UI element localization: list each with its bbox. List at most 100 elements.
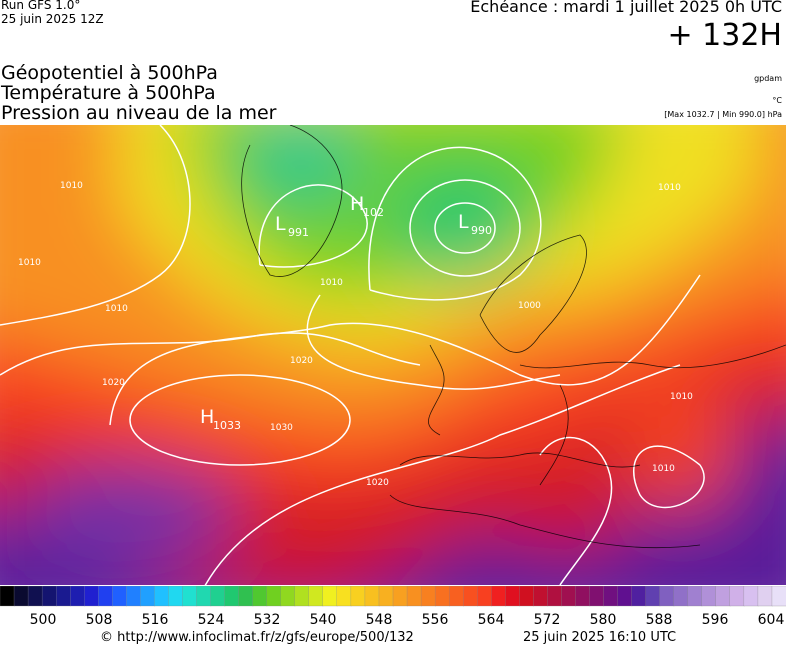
color-swatch <box>378 586 394 607</box>
color-swatch <box>673 586 689 607</box>
isobar-label: 1010 <box>320 278 343 288</box>
color-scale: 500 508 516 524 532 540 548 556 564 572 580 588 596 6… <box>0 586 786 628</box>
color-swatch <box>519 586 535 607</box>
color-swatch <box>55 586 71 607</box>
scale-tick-label: 596 <box>702 612 729 628</box>
color-swatch <box>477 586 492 607</box>
color-swatch <box>547 586 563 607</box>
pressure-center-letter: L <box>458 211 469 233</box>
color-swatch <box>308 586 324 607</box>
color-swatch <box>252 586 268 607</box>
color-swatch <box>448 586 464 607</box>
scale-tick-label: 564 <box>478 612 505 628</box>
color-swatch <box>603 586 619 607</box>
color-swatch <box>533 586 549 607</box>
scale-tick-label: 516 <box>142 612 169 628</box>
color-swatch <box>266 586 282 607</box>
color-swatch <box>168 586 184 607</box>
color-swatch <box>0 586 15 607</box>
source-url: © http://www.infoclimat.fr/z/gfs/europe/… <box>100 630 414 645</box>
title: Température à 500hPa <box>1 82 216 104</box>
color-swatch <box>505 586 520 607</box>
run: Run GFS 1.0° <box>1 0 81 12</box>
color-swatch <box>294 586 310 607</box>
isobar-label: 1020 <box>366 478 389 488</box>
isobar-label: 1020 <box>102 378 125 388</box>
scale-tick-label: 532 <box>254 612 281 628</box>
scale-tick-label: 500 <box>30 612 57 628</box>
color-swatch <box>322 586 338 607</box>
pressure-center-letter: L <box>275 213 286 235</box>
isobar-label: 1030 <box>270 423 293 433</box>
pressure-center-value: 991 <box>288 226 309 239</box>
color-swatch <box>757 586 773 607</box>
run-date: 25 juin 2025 12Z <box>1 12 104 26</box>
isobar-label: 1000 <box>518 301 541 311</box>
color-swatch <box>406 586 422 607</box>
color-swatch <box>392 586 408 607</box>
color-swatch <box>98 586 113 607</box>
isobar-label: 1010 <box>105 304 128 314</box>
color-swatch <box>350 586 366 607</box>
color-swatch <box>126 586 142 607</box>
color-swatch <box>701 586 717 607</box>
color-swatch <box>617 586 633 607</box>
color-swatch <box>182 586 198 607</box>
isobar-label: 1010 <box>670 392 693 402</box>
scale-tick-label: 556 <box>422 612 449 628</box>
title: Géopotentiel à 500hPa <box>1 62 218 84</box>
color-swatch <box>70 586 85 607</box>
scale-tick-label: 508 <box>86 612 113 628</box>
color-swatch <box>224 586 240 607</box>
isobar-label: 1010 <box>60 181 83 191</box>
color-swatch <box>196 586 212 607</box>
unit: gpdam <box>754 74 782 83</box>
color-swatch <box>645 586 661 607</box>
color-swatch <box>715 586 731 607</box>
color-swatch <box>729 586 745 607</box>
lead-time: + 132H <box>667 18 783 53</box>
color-swatch <box>463 586 478 607</box>
scale-tick-label: 604 <box>758 612 785 628</box>
isobar-label: 1020 <box>290 356 313 366</box>
color-swatch <box>41 586 57 607</box>
scale-tick-label: 524 <box>198 612 225 628</box>
color-swatch <box>238 586 254 607</box>
color-swatch <box>154 586 170 607</box>
color-swatch <box>364 586 380 607</box>
scale-tick-label: 548 <box>366 612 393 628</box>
color-swatch <box>575 586 591 607</box>
color-swatch <box>561 586 577 607</box>
color-swatch <box>771 586 786 607</box>
forecast: Echéance : mardi 1 juillet 2025 0h UTC <box>470 0 782 16</box>
scale-tick-label: 588 <box>646 612 673 628</box>
unit: °C <box>772 96 782 105</box>
pressure-center-value: 1033 <box>213 419 241 432</box>
pressure-center-value: 102 <box>363 206 384 219</box>
color-swatch <box>140 586 156 607</box>
pressure-center-letter: H <box>350 193 364 215</box>
color-swatch <box>743 586 759 607</box>
color-swatch <box>434 586 450 607</box>
isobar-label: 1010 <box>658 183 681 193</box>
color-swatch <box>112 586 127 607</box>
isobar-label: 1010 <box>652 464 675 474</box>
pressure-center-value: 990 <box>471 224 492 237</box>
color-swatch <box>13 586 29 607</box>
color-swatch <box>210 586 226 607</box>
color-swatch <box>631 586 647 607</box>
color-swatch <box>491 586 506 607</box>
color-swatch <box>659 586 675 607</box>
color-swatch <box>420 586 436 607</box>
color-swatch <box>84 586 99 607</box>
color-swatch <box>687 586 703 607</box>
scale-tick-label: 580 <box>590 612 617 628</box>
color-swatch <box>589 586 605 607</box>
unit: [Max 1032.7 | Min 990.0] hPa <box>664 110 782 119</box>
scale-tick-label: 572 <box>534 612 561 628</box>
color-swatch <box>280 586 296 607</box>
timestamp: 25 juin 2025 16:10 UTC <box>523 630 677 645</box>
color-swatch <box>27 586 43 607</box>
